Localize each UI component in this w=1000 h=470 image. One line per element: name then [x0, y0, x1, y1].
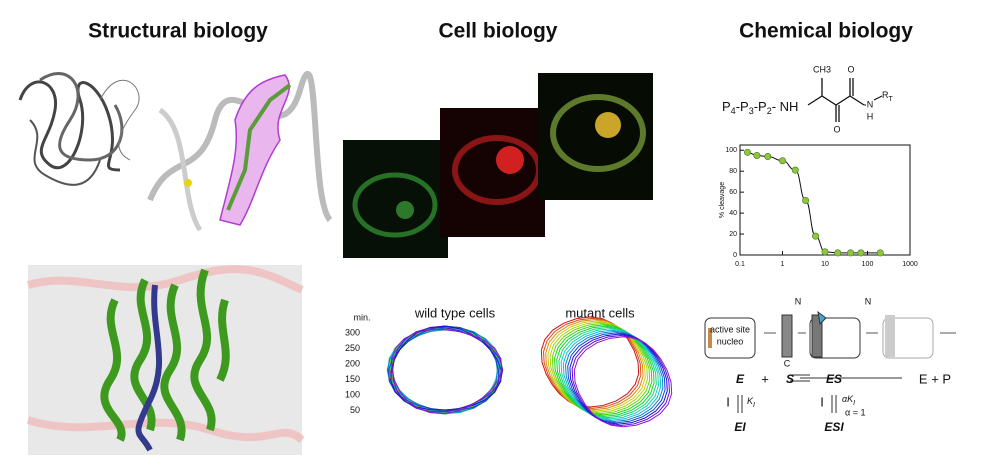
formula-bond	[864, 95, 883, 106]
column-title: Structural biology	[88, 20, 268, 43]
membrane-protein	[26, 265, 305, 455]
scheme-label: ESI	[824, 420, 844, 434]
scheme-label: N	[865, 296, 872, 306]
formula-part: 3	[749, 106, 754, 116]
data-point	[821, 248, 829, 256]
formula-atom: O	[833, 124, 840, 134]
scheme-label: nucleo	[717, 336, 744, 346]
time-tick-label: 150	[345, 374, 360, 384]
cell-contours	[386, 316, 673, 428]
y-axis-title: % cleavage	[719, 182, 726, 218]
scheme-label: C	[784, 358, 791, 368]
scheme-label: N	[795, 296, 802, 306]
scheme-part: I	[853, 400, 855, 407]
panel-label: mutant cells	[565, 305, 635, 320]
formula-part: -P	[736, 99, 749, 114]
axis-title: min.	[353, 312, 370, 322]
dose-response-chart: 0 20 40 60 80 100 0.1 1 10 100 1000 % cleavage	[719, 144, 918, 268]
contour	[386, 327, 498, 413]
scheme-label: +	[761, 371, 769, 386]
y-tick-label: 80	[729, 168, 737, 175]
data-point	[743, 148, 751, 156]
scheme-label: EI	[734, 420, 746, 434]
scheme-label: active site	[710, 324, 750, 334]
x-tick-label: 100	[862, 261, 874, 268]
data-point	[834, 249, 842, 257]
y-tick-label: 40	[729, 210, 737, 217]
formula-part: 4	[731, 106, 736, 116]
protein-overlay	[18, 72, 140, 186]
panel-label: wild type cells	[414, 305, 496, 320]
scheme-label: KI	[747, 396, 755, 408]
contour	[388, 325, 500, 411]
scheme-part: K	[747, 396, 754, 406]
time-tick-label: 250	[345, 343, 360, 353]
formula-atom: N	[867, 99, 874, 109]
time-tick-label: 300	[345, 327, 360, 337]
formula-part: P	[722, 99, 731, 114]
data-point	[778, 157, 786, 165]
data-point	[753, 151, 761, 159]
scheme-part: I	[753, 402, 755, 409]
data-point	[857, 249, 865, 257]
formula-atom: CH3	[813, 64, 831, 74]
contour	[392, 327, 504, 413]
contour	[573, 336, 673, 428]
data-point	[847, 249, 855, 257]
contour	[391, 329, 503, 415]
y-tick-label: 20	[729, 231, 737, 238]
scheme-label: I	[820, 394, 824, 409]
y-tick-label: 60	[729, 189, 737, 196]
contour	[390, 325, 502, 411]
formula-atom: H	[867, 111, 874, 121]
ligand-density	[147, 71, 333, 232]
formula-atom: RT	[882, 90, 894, 102]
scheme-label: I	[726, 394, 730, 409]
scheme-label: S	[786, 372, 794, 386]
column-title: Chemical biology	[739, 20, 913, 43]
contour	[389, 329, 501, 415]
x-tick-label: 1	[781, 261, 785, 268]
scheme-drawing	[704, 310, 956, 413]
y-tick-label: 0	[733, 252, 737, 259]
data-point	[812, 232, 820, 240]
formula-part: R	[882, 90, 889, 100]
data-point	[791, 166, 799, 174]
formula-atom: O	[847, 64, 854, 74]
x-tick-label: 0.1	[735, 261, 745, 268]
plot-frame	[739, 144, 911, 256]
time-tick-label: 50	[350, 405, 360, 415]
data-point	[802, 197, 810, 205]
data-point	[764, 153, 772, 161]
x-tick-label: 1000	[902, 261, 918, 268]
formula-part: - NH	[772, 99, 799, 114]
micrographs	[343, 73, 653, 258]
formula-chain: P4-P3-P2- NH	[722, 99, 798, 116]
scheme-label: αKI	[842, 394, 855, 406]
formula-part: T	[889, 96, 894, 103]
scheme-label: E	[736, 372, 745, 386]
scheme-label: ES	[826, 372, 842, 386]
formula-bonds	[807, 78, 865, 122]
scheme-label: α = 1	[845, 407, 865, 417]
data-point	[876, 249, 884, 257]
scheme-part: αK	[842, 394, 854, 404]
scheme-label: E + P	[919, 371, 951, 386]
formula-part: 2	[767, 106, 772, 116]
time-tick-label: 100	[345, 389, 360, 399]
x-tick-label: 10	[821, 261, 829, 268]
contour	[388, 325, 500, 411]
formula-part: -P	[754, 99, 767, 114]
time-tick-label: 200	[345, 358, 360, 368]
column-title: Cell biology	[438, 20, 557, 43]
y-tick-label: 100	[725, 147, 737, 154]
